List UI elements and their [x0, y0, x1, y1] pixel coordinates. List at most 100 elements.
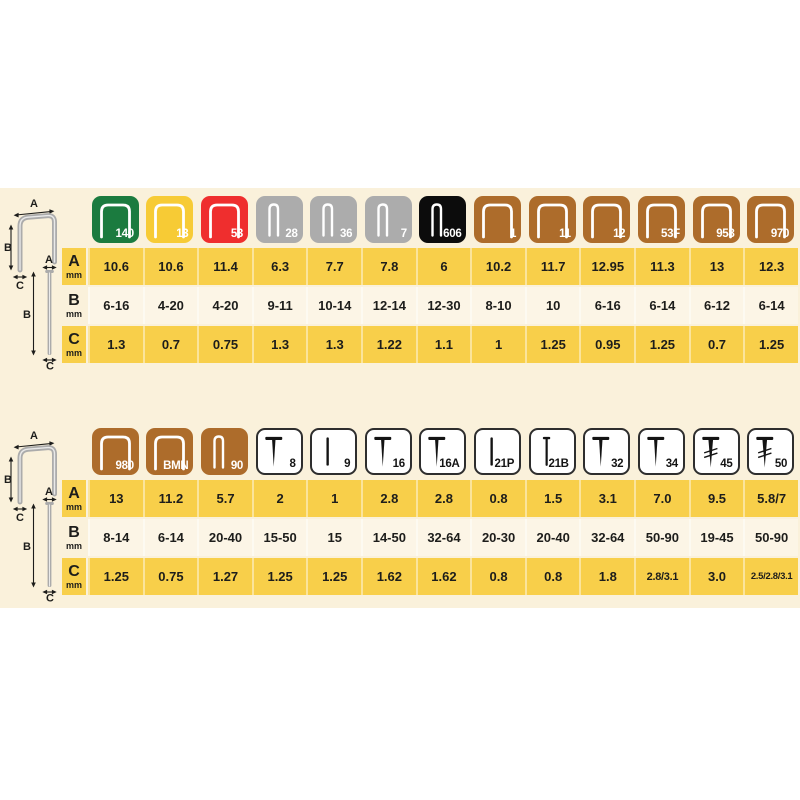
staple-wide-glyph [536, 203, 568, 239]
type-number: 12 [613, 227, 626, 240]
value-cell: 50-90 [634, 519, 689, 556]
type-icon-cell: 90 [197, 428, 252, 478]
type-icon-cell: 7 [361, 196, 416, 246]
value-cell: 1.27 [197, 558, 252, 595]
type-number: 50 [774, 457, 788, 470]
type-number: 13 [176, 227, 189, 240]
value-cell: 0.75 [197, 326, 252, 363]
type-icon-cell: 958 [689, 196, 744, 246]
staple-narrow-icon: 90 [201, 428, 249, 475]
value-cell: 1.25 [743, 326, 798, 363]
value-cell: 1.62 [415, 558, 471, 595]
value-cell: 1.25 [634, 326, 689, 363]
row-label-unit: mm [65, 347, 82, 358]
diagram-label-c: C [16, 280, 24, 290]
value-cell: 2.5/2.8/3.1 [743, 558, 798, 595]
staple-narrow-icon: 7 [364, 196, 412, 243]
value-cell: 2.8 [361, 480, 416, 517]
value-cell: 10.2 [470, 248, 525, 285]
value-cell: 1.22 [361, 326, 416, 363]
value-cell: 1.1 [415, 326, 471, 363]
type-icon-cell: 53F [634, 196, 689, 246]
type-icon-cell: BMN [143, 428, 198, 478]
value-cell: 1 [306, 480, 362, 517]
type-number: 9 [344, 457, 351, 470]
row-label-letter: B [68, 523, 80, 541]
diagram-label-b: B [23, 309, 31, 321]
diagram-label-c: C [46, 593, 54, 603]
pin-glyph [326, 437, 330, 466]
diagram-label-a: A [30, 430, 38, 442]
type-icon-cell: 21P [470, 428, 525, 478]
value-cell: 6-16 [88, 287, 143, 324]
value-cell: 1.62 [361, 558, 416, 595]
staple-wide-icon: 958 [692, 196, 740, 243]
staple-wide-icon: BMN [146, 428, 194, 475]
type-icon-cell: 45 [689, 428, 744, 478]
staple-narrow-icon: 606 [419, 196, 467, 243]
staple-wide-icon: 53 [201, 196, 249, 243]
type-number: 1 [509, 227, 517, 240]
type-number: 28 [285, 227, 298, 240]
staple-dimension-diagram: A B C [4, 430, 57, 522]
value-cell: 7.0 [634, 480, 689, 517]
diagram-label-c: C [46, 361, 54, 371]
value-cell: 15-50 [251, 519, 307, 556]
value-cell: 12.95 [579, 248, 635, 285]
row-label-letter: B [68, 291, 80, 309]
value-cell: 10 [524, 287, 580, 324]
value-cell: 11.3 [634, 248, 689, 285]
value-cell: 6 [415, 248, 471, 285]
value-cell: 0.95 [579, 326, 635, 363]
nail-hatch-icon: 50 [747, 428, 795, 475]
value-cell: 20-40 [197, 519, 252, 556]
staple-wide-icon: 53F [637, 196, 685, 243]
type-number: 21P [494, 457, 515, 470]
value-cell: 2.8 [415, 480, 471, 517]
type-number: 11 [559, 227, 571, 240]
value-cell: 12-14 [361, 287, 416, 324]
value-cell: 10-14 [306, 287, 362, 324]
type-number: 45 [720, 457, 733, 470]
type-icon-cell: 21B [525, 428, 580, 478]
value-cell: 6-12 [688, 287, 744, 324]
value-cell: 2.8/3.1 [634, 558, 689, 595]
value-cell: 15 [306, 519, 362, 556]
type-icon-cell: 50 [743, 428, 798, 478]
value-cell: 7.8 [361, 248, 416, 285]
type-icon-cell: 140 [88, 196, 143, 246]
value-cell: 1.8 [579, 558, 635, 595]
diagram-label-b: B [4, 242, 12, 254]
type-number: 53 [230, 227, 244, 240]
nail-icon: 32 [583, 428, 631, 475]
value-cell: 8-14 [88, 519, 143, 556]
value-cell: 0.7 [688, 326, 744, 363]
type-number: 970 [770, 227, 790, 240]
staple-wide-glyph [755, 203, 787, 239]
pin-dimension-diagram: A B C [23, 254, 57, 371]
value-cell: 6.3 [251, 248, 307, 285]
value-cell: 1.25 [306, 558, 362, 595]
value-cell: 11.4 [197, 248, 252, 285]
staple-narrow-glyph [431, 203, 443, 237]
row-label-letter: A [68, 484, 80, 502]
staple-narrow-glyph [377, 203, 389, 237]
value-cell: 11.2 [142, 480, 198, 517]
staple-narrow-glyph [322, 203, 334, 237]
type-icon-cell: 16A [416, 428, 471, 478]
type-number: BMN [163, 459, 189, 472]
staple-wide-icon: 12 [583, 196, 631, 243]
type-icon-cell: 11 [525, 196, 580, 246]
value-cell: 9-11 [251, 287, 307, 324]
type-icon-row: 980 BMN 90 8 9 16 16A 21P 21B 32 34 45 50 [88, 428, 798, 478]
value-cell: 10.6 [142, 248, 198, 285]
value-cell: 13 [688, 248, 744, 285]
staple-sizes-table-top: A B C A B C 140 13 53 28 36 7 606 1 11 12 53F 958 97… [0, 196, 800, 370]
staple-wide-glyph [99, 435, 131, 471]
value-cell: 1.5 [524, 480, 580, 517]
